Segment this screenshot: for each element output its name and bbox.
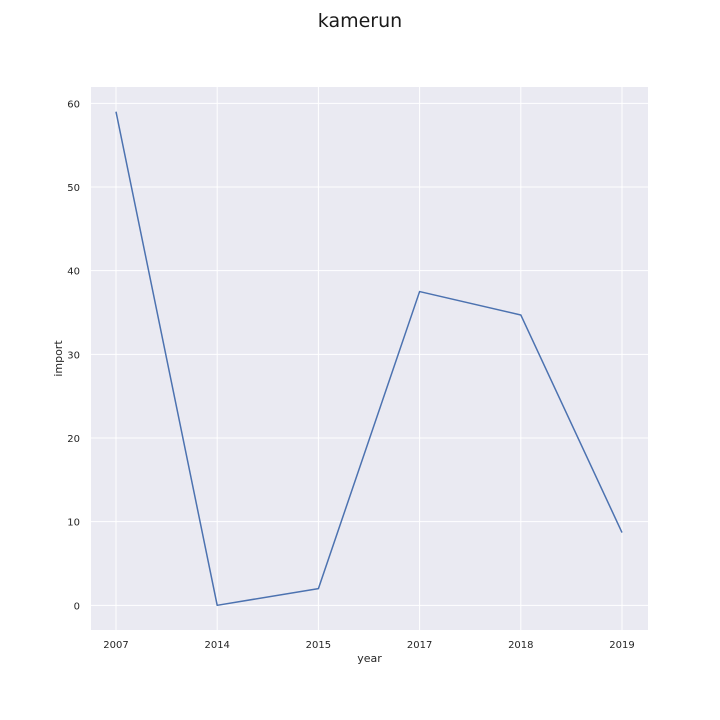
x-axis-ticks: 2007 2014 2015 2017 2018 2019 <box>103 640 634 651</box>
x-tick-label: 2018 <box>508 640 533 651</box>
x-tick-label: 2014 <box>204 640 229 651</box>
chart-title: kamerun <box>317 10 403 32</box>
y-tick-label: 10 <box>67 518 80 529</box>
y-tick-label: 60 <box>67 99 80 110</box>
y-tick-label: 0 <box>74 601 80 612</box>
x-tick-label: 2019 <box>609 640 634 651</box>
y-tick-label: 20 <box>67 434 80 445</box>
plot-background <box>91 87 648 630</box>
x-tick-label: 2007 <box>103 640 128 651</box>
x-tick-label: 2015 <box>306 640 331 651</box>
y-tick-label: 30 <box>67 350 80 361</box>
x-tick-label: 2017 <box>407 640 432 651</box>
x-axis-label: year <box>357 652 382 665</box>
series-layer <box>115 111 623 607</box>
y-tick-label: 50 <box>67 183 80 194</box>
series-line <box>115 111 623 607</box>
y-tick-label: 40 <box>67 267 80 278</box>
y-axis-ticks: 0 10 20 30 40 50 60 <box>67 99 80 612</box>
y-axis-label: import <box>52 340 65 377</box>
